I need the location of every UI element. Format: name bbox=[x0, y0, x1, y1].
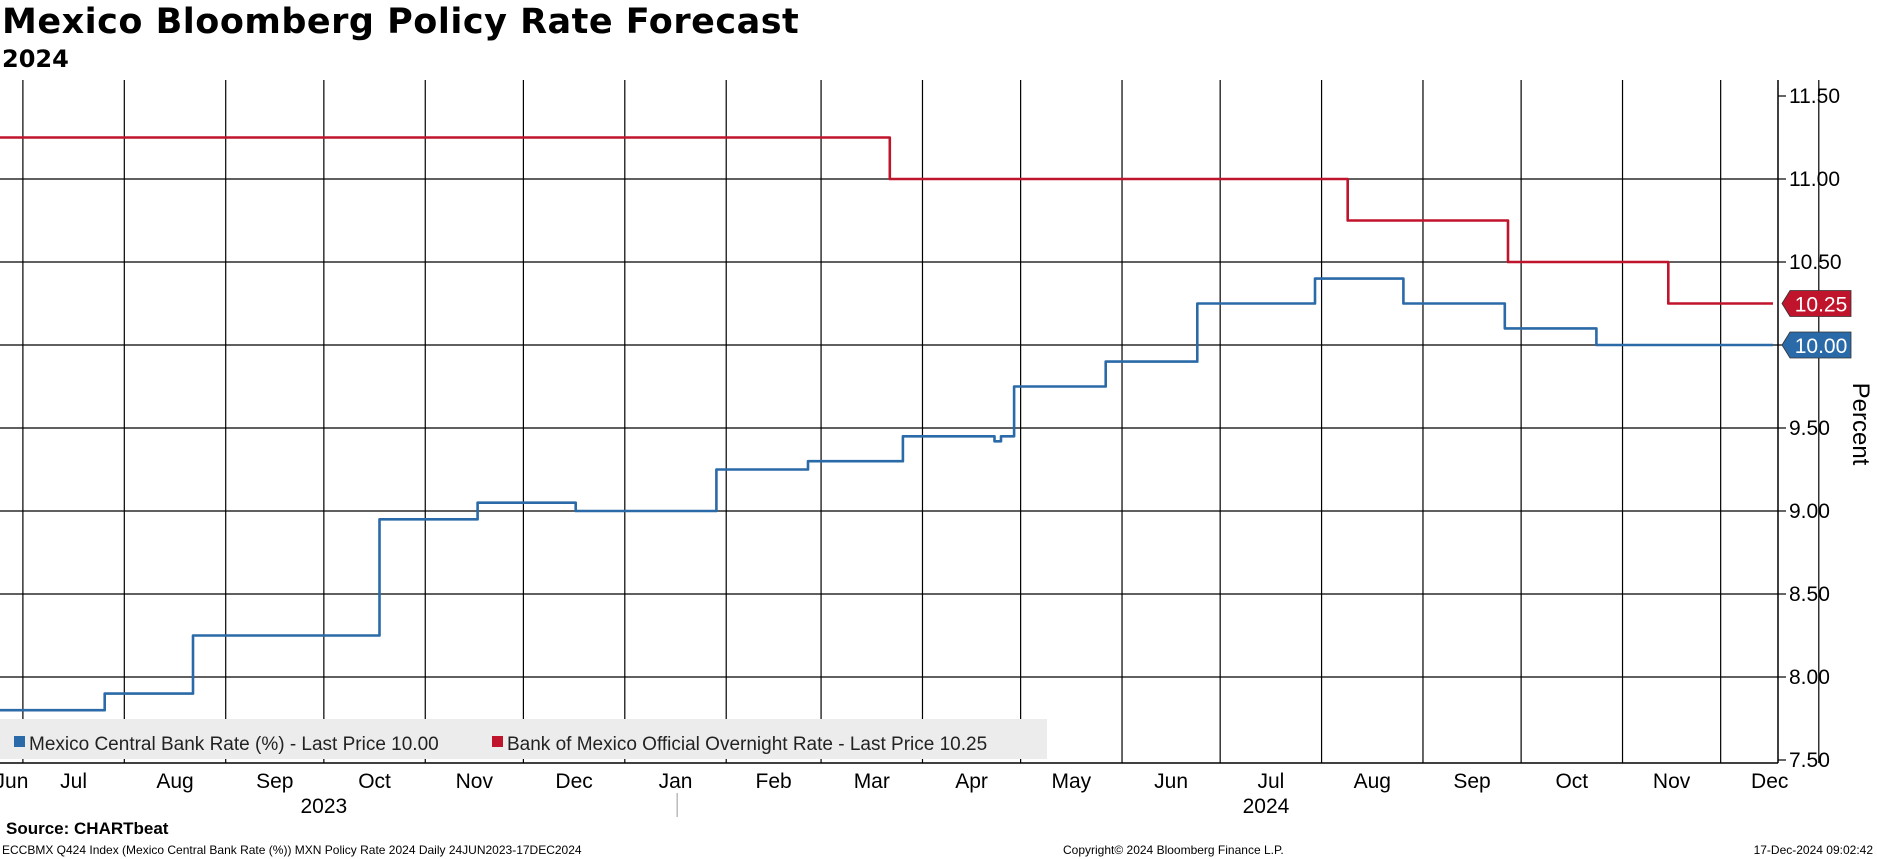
series-lines bbox=[0, 136, 1773, 712]
y-tick-label: 11.00 bbox=[1789, 168, 1840, 191]
year-label: 2023 bbox=[300, 795, 347, 818]
x-tick-label: Oct bbox=[1555, 770, 1588, 793]
y-axis-title: Percent bbox=[1847, 383, 1874, 466]
chart-subtitle: 2024 bbox=[2, 45, 69, 73]
series-line-2 bbox=[0, 136, 1773, 305]
legend-label-1: Mexico Central Bank Rate (%) - Last Pric… bbox=[29, 734, 439, 755]
axes: 7.50 8.00 8.50 9.00 9.50 10.00 10.50 11.00 11.50… bbox=[0, 80, 1874, 818]
x-tick-label: Apr bbox=[955, 770, 988, 793]
y-tick-label: 8.00 bbox=[1789, 666, 1830, 689]
x-tick-label: Aug bbox=[156, 770, 193, 793]
legend-swatch-1 bbox=[14, 736, 25, 747]
x-tick-label: Jun bbox=[1154, 770, 1188, 793]
x-tick-label: Jan bbox=[659, 770, 693, 793]
y-tick-label: 9.50 bbox=[1789, 417, 1830, 440]
source-note: Source: CHARTbeat bbox=[6, 819, 169, 838]
y-tick-label: 9.00 bbox=[1789, 500, 1830, 523]
x-tick-label: Oct bbox=[358, 770, 391, 793]
last-price-flag-2 bbox=[1781, 290, 1852, 317]
x-tick-label: Nov bbox=[456, 770, 494, 793]
x-tick-label: Jul bbox=[60, 770, 87, 793]
footer-copyright: Copyright© 2024 Bloomberg Finance L.P. bbox=[1063, 843, 1284, 857]
grid-lines bbox=[0, 80, 1820, 763]
x-tick-label: Dec bbox=[1751, 770, 1788, 793]
x-tick-label: Sep bbox=[256, 770, 293, 793]
line-chart: Mexico Central Bank Rate (%) - Last Pric… bbox=[0, 80, 1874, 818]
legend-swatch-2 bbox=[492, 736, 503, 747]
legend-label-2: Bank of Mexico Official Overnight Rate -… bbox=[507, 734, 987, 755]
y-tick-label: 10.50 bbox=[1789, 251, 1842, 274]
series-line-1 bbox=[0, 277, 1773, 712]
x-tick-label: Aug bbox=[1354, 770, 1391, 793]
x-tick-label: Sep bbox=[1453, 770, 1490, 793]
x-tick-label: Dec bbox=[555, 770, 592, 793]
last-price-flag-1 bbox=[1781, 331, 1852, 359]
footer-timestamp: 17-Dec-2024 09:02:42 bbox=[1753, 843, 1873, 857]
x-tick-label: Jun bbox=[0, 770, 28, 793]
x-tick-label: Mar bbox=[854, 770, 890, 793]
y-tick-label: 7.50 bbox=[1789, 749, 1830, 772]
legend: Mexico Central Bank Rate (%) - Last Pric… bbox=[0, 719, 1047, 759]
x-tick-label: Jul bbox=[1257, 770, 1284, 793]
chart-title: Mexico Bloomberg Policy Rate Forecast bbox=[2, 2, 800, 42]
x-tick-label: May bbox=[1051, 770, 1091, 793]
x-tick-label: Nov bbox=[1653, 770, 1691, 793]
last-price-label-2: 10.25 bbox=[1795, 294, 1848, 317]
x-tick-label: Feb bbox=[756, 770, 792, 793]
legend-background bbox=[0, 719, 1047, 759]
y-tick-label: 8.50 bbox=[1789, 583, 1830, 606]
year-label: 2024 bbox=[1243, 795, 1290, 818]
y-tick-label: 11.50 bbox=[1789, 85, 1840, 108]
footer-left: ECCBMX Q424 Index (Mexico Central Bank R… bbox=[2, 843, 582, 857]
last-price-label-1: 10.00 bbox=[1795, 335, 1848, 358]
